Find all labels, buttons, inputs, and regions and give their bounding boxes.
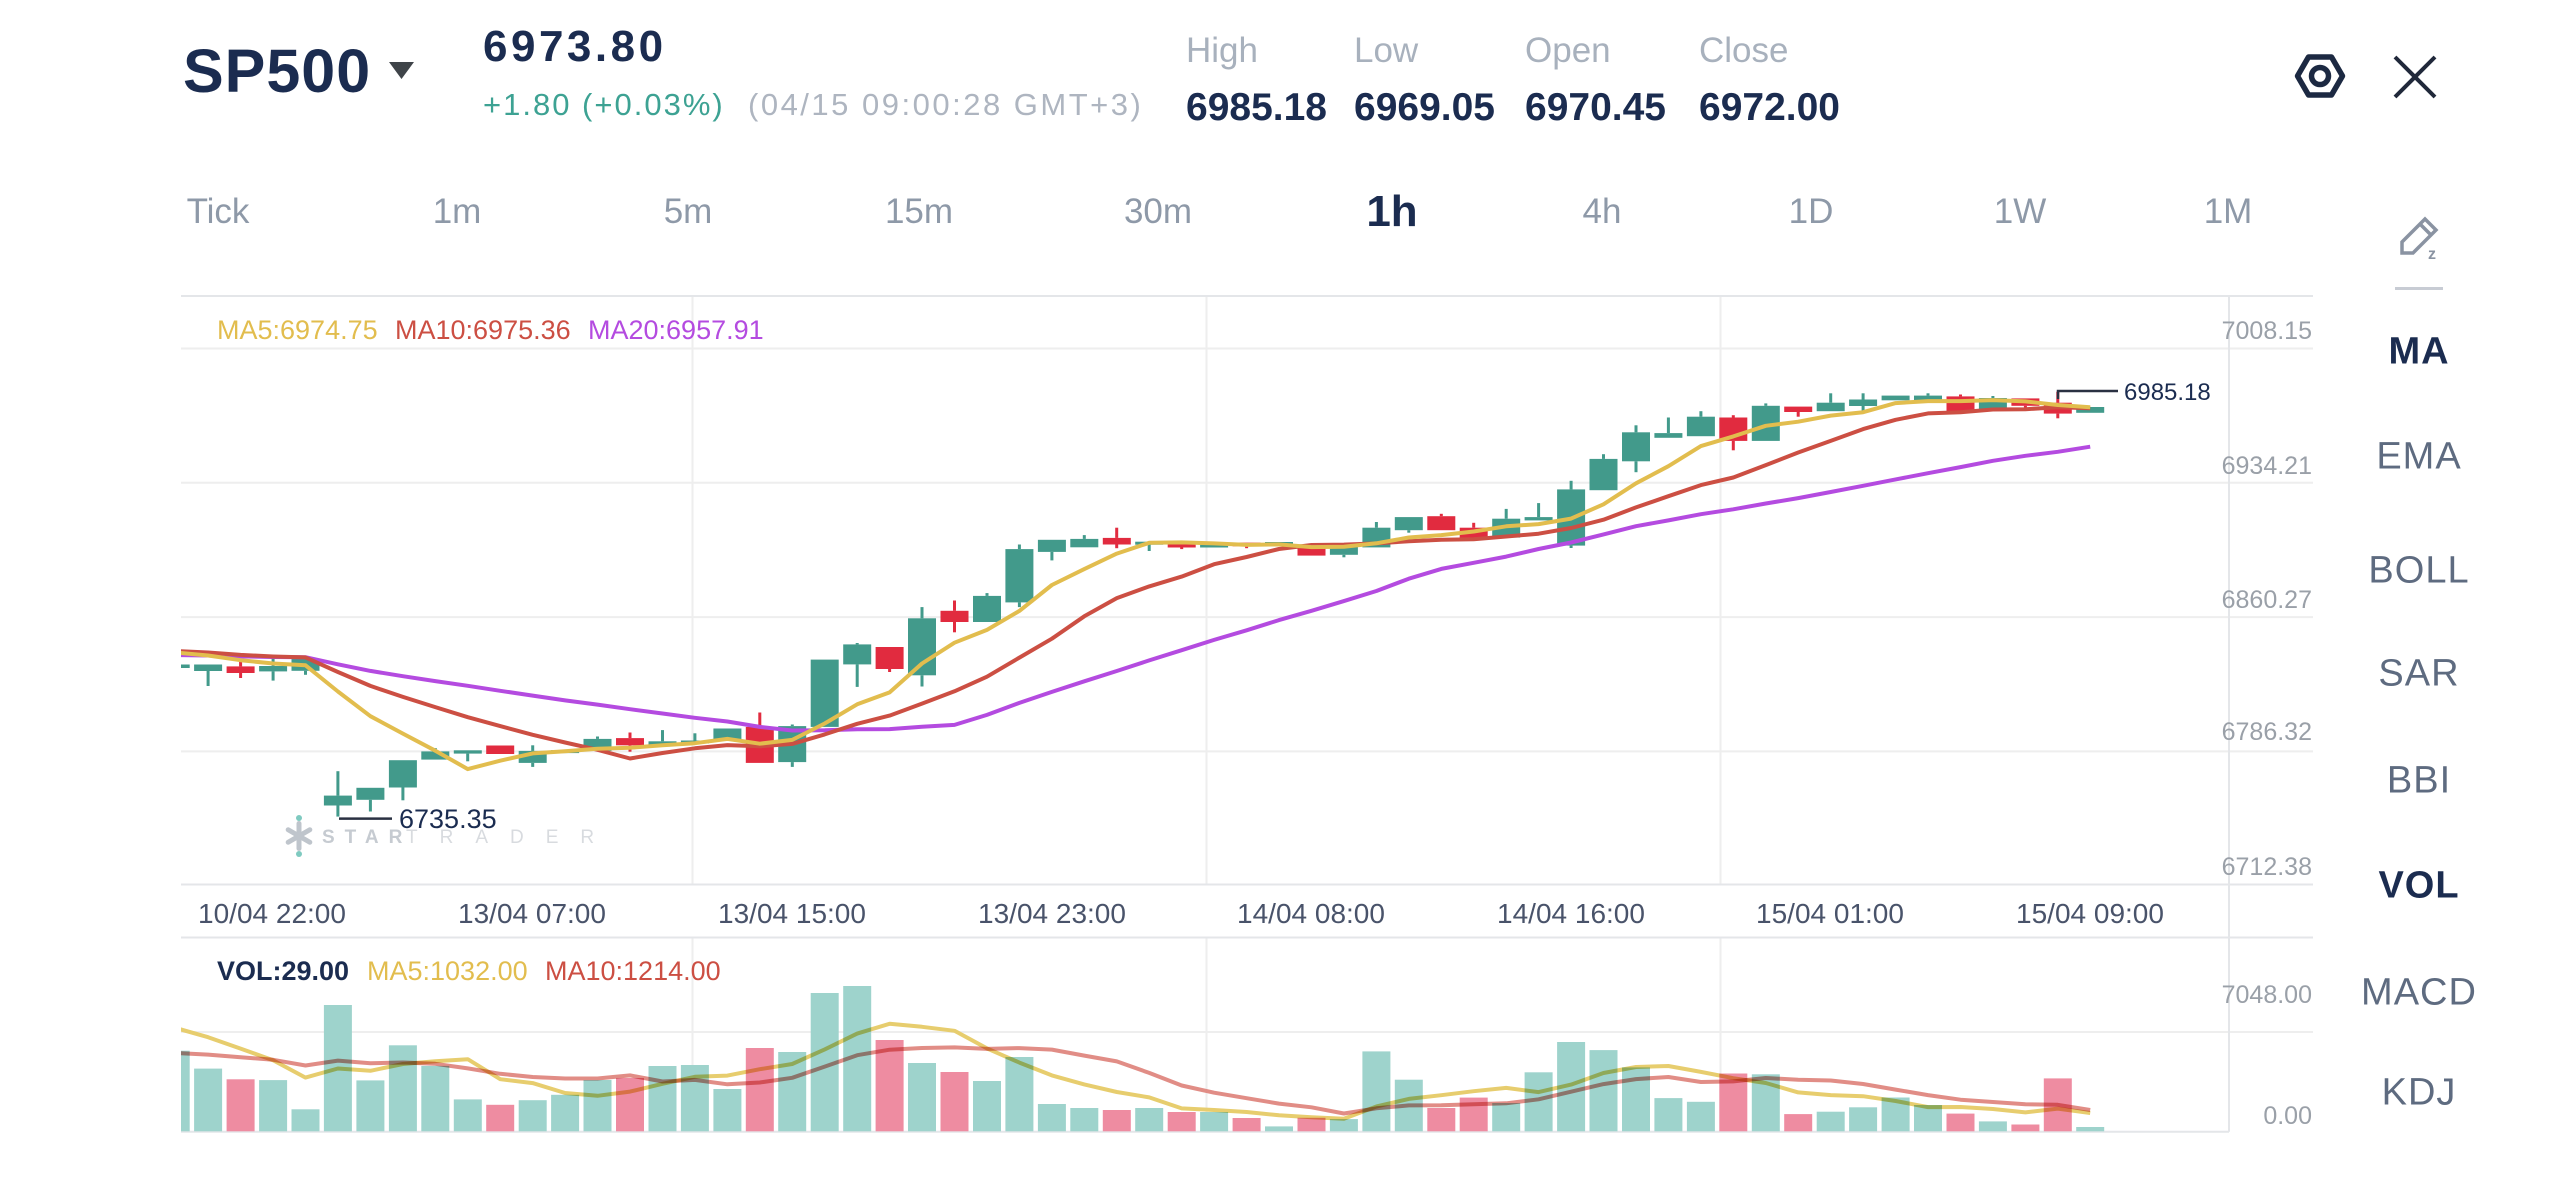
svg-text:13/04 15:00: 13/04 15:00 xyxy=(718,898,866,929)
svg-text:z: z xyxy=(2428,246,2436,261)
svg-text:6735.35: 6735.35 xyxy=(399,804,497,834)
svg-text:15/04 01:00: 15/04 01:00 xyxy=(1756,898,1904,929)
svg-text:15/04 09:00: 15/04 09:00 xyxy=(2016,898,2164,929)
svg-text:6934.21: 6934.21 xyxy=(2222,452,2312,480)
svg-text:MA20:6957.91: MA20:6957.91 xyxy=(588,315,764,345)
svg-text:MA5:6974.75: MA5:6974.75 xyxy=(217,315,378,345)
svg-text:14/04 16:00: 14/04 16:00 xyxy=(1497,898,1645,929)
svg-text:0.00: 0.00 xyxy=(2263,1102,2312,1130)
svg-text:6786.32: 6786.32 xyxy=(2222,718,2312,746)
svg-text:6712.38: 6712.38 xyxy=(2222,853,2312,881)
svg-text:6985.18: 6985.18 xyxy=(2124,379,2211,406)
svg-text:7048.00: 7048.00 xyxy=(2222,981,2312,1009)
svg-text:STAR: STAR xyxy=(322,827,412,848)
svg-text:TRADER: TRADER xyxy=(406,827,616,848)
svg-text:14/04 08:00: 14/04 08:00 xyxy=(1237,898,1385,929)
svg-text:VOL:29.00: VOL:29.00 xyxy=(217,956,349,986)
svg-text:13/04 23:00: 13/04 23:00 xyxy=(978,898,1126,929)
svg-text:10/04 22:00: 10/04 22:00 xyxy=(198,898,346,929)
svg-text:MA5:1032.00: MA5:1032.00 xyxy=(367,956,528,986)
svg-text:MA10:6975.36: MA10:6975.36 xyxy=(395,315,571,345)
svg-text:MA10:1214.00: MA10:1214.00 xyxy=(545,956,721,986)
svg-text:6860.27: 6860.27 xyxy=(2222,586,2312,614)
svg-text:13/04 07:00: 13/04 07:00 xyxy=(458,898,606,929)
svg-text:7008.15: 7008.15 xyxy=(2222,317,2312,345)
